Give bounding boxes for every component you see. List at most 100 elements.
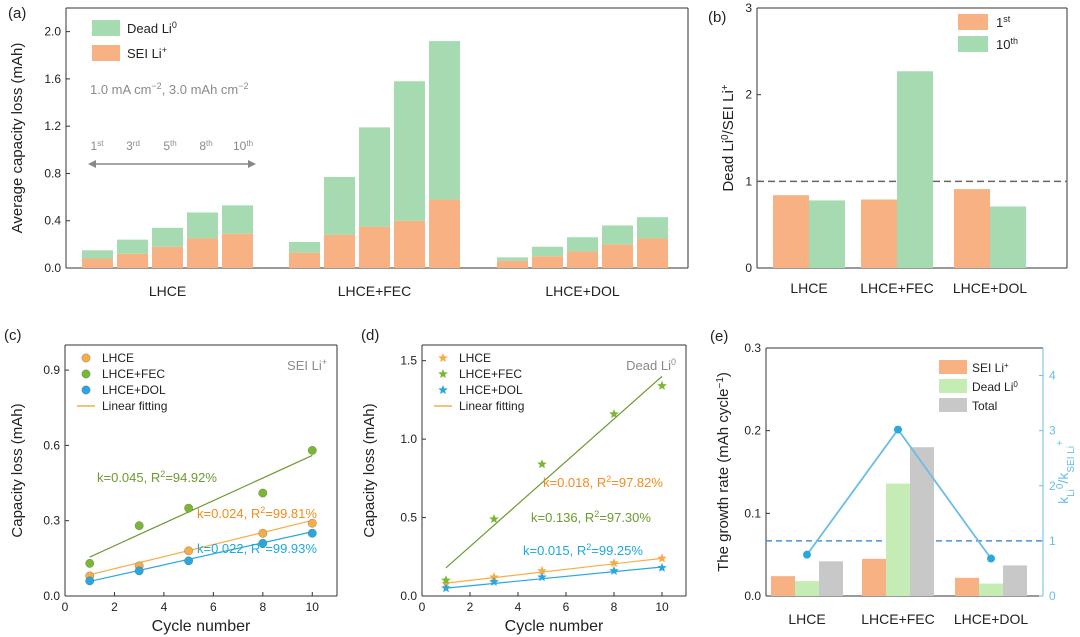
panel-a-group-label: LHCE	[149, 283, 186, 299]
panel-a-ytick-label: 0.8	[44, 166, 61, 180]
panel-e-ylabel-part: −1	[715, 377, 726, 389]
panel-e-right-ylabel-part: Li	[1066, 489, 1077, 497]
panel-c-legend-marker	[81, 369, 91, 379]
panel-d-ytick-label: 0.0	[400, 589, 417, 603]
panel-e-legend-label: SEI Li+	[972, 361, 1009, 376]
panel-d-annotation-part: k=0.015, R	[523, 543, 586, 558]
panel-e-ytick-label: 0.1	[744, 506, 761, 520]
panel-d-annotation-part: =97.30%	[599, 510, 651, 525]
panel-a-cycle-label-part: th	[246, 139, 253, 148]
panel-c-annotation-part: =99.93%	[265, 541, 317, 556]
panel-d-legend-label: LHCE+FEC	[459, 367, 522, 381]
panel-b-bar	[897, 71, 933, 269]
panel-c-legend-label: LHCE+DOL	[102, 383, 166, 397]
panel-d-point	[537, 565, 547, 575]
panel-a-cycle-label: 3rd	[126, 139, 140, 154]
panel-d-point	[441, 575, 451, 585]
panel-e-right-ytick-label: 4	[1049, 369, 1056, 383]
panel-c-annotation: k=0.022, R2=99.93%	[197, 540, 317, 556]
panel-d-point	[609, 565, 619, 575]
panel-a-bar-dead	[602, 225, 633, 245]
panel-e-legend-swatch	[939, 379, 967, 393]
panel-e-right-ytick-label: 0	[1049, 589, 1056, 603]
panel-c-point	[307, 518, 317, 528]
panel-e-legend-swatch	[939, 360, 967, 374]
panel-c-annotation-part: k=0.024, R	[197, 506, 260, 521]
panel-e-ylabel: The growth rate (mAh cycle−1)	[715, 372, 733, 572]
panel-c-point	[184, 556, 193, 566]
panel-c-fit-line	[89, 531, 313, 583]
panel-d-point	[489, 572, 499, 582]
panel-a-condition-note-part: −2	[151, 81, 161, 91]
panel-b-category-label: LHCE+FEC	[860, 280, 934, 296]
panel-a-bar-dead	[222, 205, 253, 234]
panel-c-point	[134, 566, 144, 576]
panel-a-cycle-label-part: rd	[133, 139, 140, 148]
panel-d-ylabel: Capacity loss (mAh)	[361, 403, 378, 537]
panel-c-annotation: k=0.045, R2=94.92%	[97, 469, 217, 485]
panel-d-label: (d)	[361, 327, 379, 344]
panel-d-xtick-label: 8	[611, 600, 618, 614]
panel-a-bar-sei	[567, 251, 598, 268]
panel-e-ratio-point	[987, 554, 995, 563]
panel-a-bar-sei	[222, 233, 253, 268]
panel-c-annotation-part: k=0.045, R	[97, 470, 160, 485]
panel-d-point	[489, 576, 499, 586]
panel-e-right-ylabel: kLi0/kSEI Li+	[1055, 440, 1077, 504]
panel-a-legend-label-part: 0	[172, 20, 177, 30]
panel-d-annotation-part: =97.82%	[611, 475, 663, 490]
panel-a-bar-dead	[497, 257, 528, 261]
panel-e-legend-label-part: +	[1004, 361, 1009, 370]
panel-d-point	[537, 459, 547, 469]
panel-a-cycle-label-part: th	[206, 139, 213, 148]
panel-e-legend-label-part: SEI Li	[972, 361, 1004, 375]
panel-a-condition-note-part: 1.0 mA cm	[90, 82, 151, 97]
panel-e-category-label: LHCE+FEC	[861, 611, 935, 627]
panel-b-bar	[990, 206, 1026, 268]
panel-e-ytick-label: 0.2	[744, 424, 761, 438]
panel-a: 0.0 0.4 0.8 1.2 1.6 2.0 (a) Average capacity lo…	[8, 5, 689, 299]
panel-d-annotation-part: 2	[594, 509, 599, 519]
panel-c-xtick-label: 8	[259, 600, 266, 614]
panel-b-bar	[773, 195, 809, 268]
panel-d-title: Dead Li0	[626, 357, 676, 373]
panel-b-ylabel-part: +	[720, 84, 731, 90]
panel-d-point	[657, 380, 667, 390]
panel-c-annotation-part: 2	[260, 540, 265, 550]
panel-e-legend-label: Total	[972, 399, 997, 413]
panel-c-point	[307, 528, 317, 538]
panel-d-fit-line	[445, 375, 663, 569]
panel-a-bar-sei	[637, 238, 668, 268]
panel-d-point	[609, 409, 619, 419]
panel-c-annotation-part: k=0.022, R	[197, 541, 260, 556]
panel-e-legend-swatch	[939, 398, 967, 412]
panel-c-legend-marker	[81, 353, 91, 363]
panel-d-legend-marker	[438, 353, 448, 362]
panel-c-point	[184, 546, 193, 556]
panel-e-right-ytick-label: 1	[1049, 534, 1056, 548]
panel-c-point	[307, 446, 317, 455]
panel-b-legend-label-part: 10	[996, 37, 1010, 52]
panel-d-title-part: Dead Li	[626, 358, 671, 373]
panel-a-condition-note-part: −2	[238, 81, 248, 91]
panel-a-cycle-label: 8th	[199, 139, 212, 154]
panel-b-legend-label-part: 1	[996, 15, 1003, 30]
panel-b-ytick-label: 2	[745, 88, 752, 102]
panel-b-legend-swatch	[958, 36, 988, 52]
panel-a-legend-swatch	[92, 20, 120, 36]
panel-d-ytick-label: 0.5	[400, 511, 417, 525]
panel-a-bar-dead	[289, 242, 320, 253]
panel-a-cycle-label: 5th	[163, 139, 176, 154]
panel-d-annotation-part: =99.25%	[591, 543, 643, 558]
panel-a-cycle-label-part: st	[97, 139, 104, 148]
panel-a-ytick-label: 1.2	[44, 119, 61, 133]
panel-c-legend-label: LHCE	[102, 351, 134, 365]
panel-a-legend-label-part: +	[162, 45, 167, 55]
panel-d-xtick-label: 6	[563, 600, 570, 614]
panel-c-xlabel: Cycle number	[152, 618, 251, 635]
panel-c-ytick-label: 0.3	[43, 514, 60, 528]
panel-c-point	[258, 488, 268, 498]
panel-a-ylabel: Average capacity loss (mAh)	[9, 43, 26, 234]
panel-a-label: (a)	[8, 5, 26, 22]
